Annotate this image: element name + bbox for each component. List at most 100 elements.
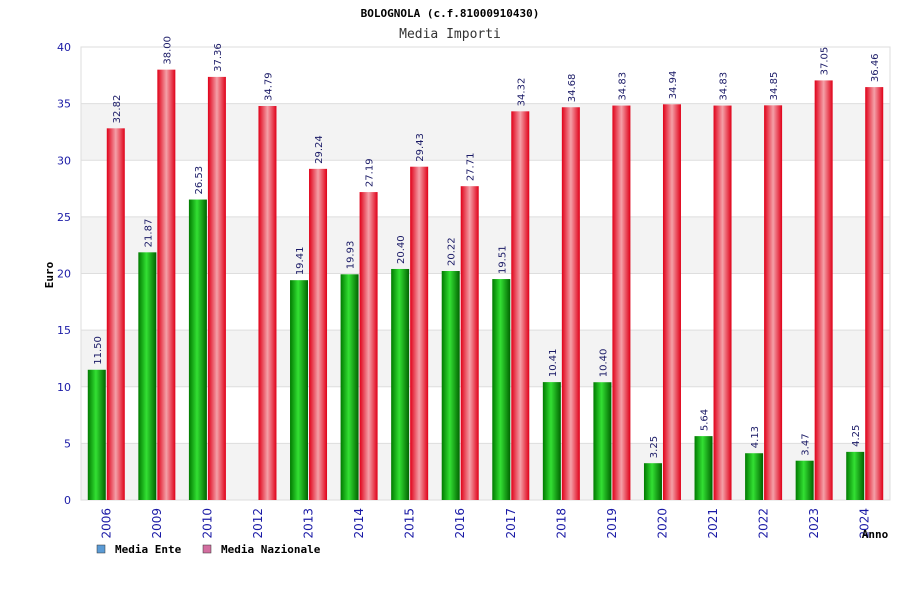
y-tick-label: 10 xyxy=(57,381,71,394)
bar-media-nazionale-2023 xyxy=(814,80,833,500)
data-label-media-nazionale-2024: 36.46 xyxy=(870,53,881,82)
legend-swatch-media-nazionale xyxy=(202,544,212,554)
data-label-media-ente-2020: 3.25 xyxy=(649,436,660,458)
bar-media-nazionale-2018 xyxy=(561,107,580,501)
data-label-media-nazionale-2012: 34.79 xyxy=(263,72,274,101)
data-label-media-ente-2019: 10.40 xyxy=(598,349,609,378)
bar-media-ente-2015 xyxy=(391,268,410,500)
bar-media-nazionale-2013 xyxy=(309,168,328,500)
x-tick-label-2016: 2016 xyxy=(453,508,467,539)
bar-media-nazionale-2016 xyxy=(460,186,479,500)
bar-media-ente-2016 xyxy=(441,271,460,500)
bar-media-ente-2021 xyxy=(694,436,713,500)
data-label-media-ente-2017: 19.51 xyxy=(497,245,508,274)
data-label-media-nazionale-2017: 34.32 xyxy=(516,78,527,107)
data-label-media-nazionale-2013: 29.24 xyxy=(314,135,325,164)
bar-media-ente-2010 xyxy=(188,199,207,501)
bar-media-nazionale-2006 xyxy=(106,128,125,500)
bar-media-ente-2013 xyxy=(290,280,309,500)
x-tick-label-2012: 2012 xyxy=(251,508,265,539)
bar-media-ente-2006 xyxy=(87,369,106,500)
legend-label-media-nazionale: Media Nazionale xyxy=(221,543,321,556)
bar-media-nazionale-2009 xyxy=(157,69,176,501)
y-tick-label: 25 xyxy=(57,211,71,224)
bar-media-ente-2022 xyxy=(745,453,764,500)
data-label-media-ente-2023: 3.47 xyxy=(801,433,812,455)
bar-media-nazionale-2019 xyxy=(612,105,631,501)
bar-media-nazionale-2014 xyxy=(359,192,378,501)
bar-media-nazionale-2022 xyxy=(764,105,783,500)
bar-media-nazionale-2021 xyxy=(713,105,732,501)
bar-media-ente-2009 xyxy=(138,252,157,500)
bar-media-ente-2020 xyxy=(643,463,662,500)
x-tick-label-2013: 2013 xyxy=(302,508,316,539)
data-label-media-ente-2021: 5.64 xyxy=(700,409,711,431)
data-label-media-ente-2015: 20.40 xyxy=(396,235,407,264)
legend: Media Ente Media Nazionale xyxy=(96,543,321,556)
legend-label-media-ente: Media Ente xyxy=(115,543,182,556)
data-label-media-ente-2009: 21.87 xyxy=(143,219,154,248)
data-label-media-nazionale-2023: 37.05 xyxy=(820,47,831,76)
x-axis-label: Anno xyxy=(862,528,889,541)
y-tick-label: 0 xyxy=(64,494,71,507)
bar-media-nazionale-2010 xyxy=(207,76,226,500)
y-tick-label: 20 xyxy=(57,268,71,281)
data-label-media-nazionale-2015: 29.43 xyxy=(415,133,426,162)
x-tick-label-2014: 2014 xyxy=(352,508,366,539)
data-labels: 11.50 32.82 21.87 38.00 26.53 37.36 34.79 19.41… xyxy=(93,36,881,458)
x-tick-label-2015: 2015 xyxy=(403,508,417,539)
data-label-media-nazionale-2021: 34.83 xyxy=(719,72,730,101)
y-tick-label: 30 xyxy=(57,154,71,167)
x-tick-label-2019: 2019 xyxy=(605,508,619,539)
data-label-media-nazionale-2022: 34.85 xyxy=(769,72,780,101)
data-label-media-ente-2022: 4.13 xyxy=(750,426,761,448)
data-label-media-nazionale-2016: 27.71 xyxy=(466,153,477,182)
y-tick-label: 35 xyxy=(57,98,71,111)
data-label-media-ente-2018: 10.41 xyxy=(548,348,559,377)
x-tick-label-2017: 2017 xyxy=(504,508,518,539)
y-tick-label: 40 xyxy=(57,41,71,54)
bar-media-ente-2019 xyxy=(593,382,612,500)
data-label-media-nazionale-2019: 34.83 xyxy=(617,72,628,101)
data-label-media-nazionale-2014: 27.19 xyxy=(365,158,376,187)
x-tick-label-2023: 2023 xyxy=(807,508,821,539)
bar-media-nazionale-2015 xyxy=(410,166,429,500)
data-label-media-ente-2016: 20.22 xyxy=(447,237,458,266)
bars xyxy=(87,69,884,501)
data-label-media-nazionale-2010: 37.36 xyxy=(213,43,224,72)
y-tick-label: 5 xyxy=(64,437,71,450)
data-label-media-nazionale-2020: 34.94 xyxy=(668,71,679,100)
x-axis-ticks: 2006 2009 2010 2012 2013 2014 2015 2016 2017 2018… xyxy=(99,508,871,539)
data-label-media-nazionale-2018: 34.68 xyxy=(567,74,578,103)
data-label-media-ente-2006: 11.50 xyxy=(93,336,104,365)
x-tick-label-2018: 2018 xyxy=(554,508,568,539)
data-label-media-nazionale-2009: 38.00 xyxy=(162,36,173,65)
x-tick-label-2020: 2020 xyxy=(655,508,669,539)
data-label-media-nazionale-2006: 32.82 xyxy=(112,95,123,124)
x-tick-label-2010: 2010 xyxy=(200,508,214,539)
bar-media-ente-2018 xyxy=(542,382,561,500)
x-tick-label-2022: 2022 xyxy=(757,508,771,539)
bar-media-ente-2014 xyxy=(340,274,359,500)
data-label-media-ente-2014: 19.93 xyxy=(346,241,357,270)
bar-media-ente-2024 xyxy=(846,451,865,500)
y-tick-label: 15 xyxy=(57,324,71,337)
chart-subtitle: Media Importi xyxy=(399,27,501,42)
x-tick-label-2006: 2006 xyxy=(99,508,113,539)
bar-media-ente-2017 xyxy=(492,279,511,500)
bar-media-nazionale-2024 xyxy=(865,87,884,500)
bar-media-nazionale-2012 xyxy=(258,106,277,501)
x-tick-label-2024: 2024 xyxy=(858,508,872,539)
y-axis-ticks: 0 5 10 15 20 25 30 35 40 xyxy=(57,41,71,507)
legend-swatch-media-ente xyxy=(96,544,106,554)
chart-title: BOLOGNOLA (c.f.81000910430) xyxy=(361,7,540,20)
x-tick-label-2021: 2021 xyxy=(706,508,720,539)
x-tick-label-2009: 2009 xyxy=(150,508,164,539)
y-axis-label: Euro xyxy=(43,261,56,288)
bar-media-ente-2023 xyxy=(795,460,814,500)
data-label-media-ente-2013: 19.41 xyxy=(295,247,306,276)
bar-media-nazionale-2017 xyxy=(511,111,530,501)
bar-media-nazionale-2020 xyxy=(662,104,681,500)
data-label-media-ente-2024: 4.25 xyxy=(851,425,862,447)
